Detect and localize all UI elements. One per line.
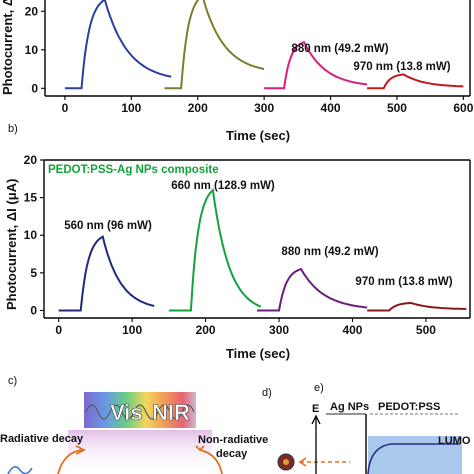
- chart-panel-a: Photocurrent, ΔI (μA) Time (sec) 0 100 200…: [0, 0, 474, 143]
- x-tick-label: 600: [453, 101, 473, 115]
- y-tick-label: 10: [24, 228, 38, 242]
- x-axis-label-a: Time (sec): [226, 128, 290, 143]
- nonradiative-arrow: [199, 449, 223, 474]
- series-line-a-1: [64, 0, 172, 90]
- energy-axis-label: E: [312, 403, 319, 415]
- annotation-970nm-b: 970 nm (13.8 mW): [355, 276, 452, 288]
- series-line-a-3: [264, 40, 368, 90]
- legend-composite: PEDOT:PSS-Ag NPs composite: [48, 164, 219, 176]
- panel-label-b: b): [8, 123, 18, 135]
- y-tick-label: 20: [24, 153, 38, 167]
- nir-label: NIR: [152, 400, 190, 425]
- annotation-970nm-a: 970 nm (13.8 mW): [353, 61, 450, 73]
- nonradiative-arrowhead: [195, 445, 205, 452]
- annotation-660nm: 660 nm (128.9 mW): [171, 180, 275, 192]
- y-tick-label: 0: [31, 81, 38, 95]
- energy-axis-arrowhead: [311, 414, 321, 425]
- nonradiative-label-1: Non-radiative: [198, 434, 268, 446]
- x-tick-label: 400: [342, 323, 362, 337]
- x-tick-label: 0: [55, 323, 62, 337]
- y-tick-label: 15: [24, 191, 38, 205]
- schematic-panel-d: d): [262, 387, 350, 471]
- x-axis-label-b: Time (sec): [226, 346, 290, 361]
- schematic-panel-c: c) Vis NIR Radiative decay Non-radiative…: [0, 375, 268, 474]
- x-tick-label: 200: [188, 101, 208, 115]
- annotation-880nm-a: 880 nm (49.2 mW): [291, 43, 388, 55]
- x-tick-label: 100: [121, 101, 141, 115]
- x-tick-label: 400: [321, 101, 341, 115]
- radiative-arrow: [57, 449, 83, 474]
- pedot-band-fill: [368, 436, 462, 474]
- ag-nps-label: Ag NPs: [330, 401, 369, 413]
- y-axis-label-b: Photocurrent, ΔI (μA): [4, 179, 19, 310]
- x-tick-label: 200: [196, 323, 216, 337]
- annotation-880nm-b: 880 nm (49.2 mW): [281, 246, 378, 258]
- panel-label-e: e): [314, 382, 324, 394]
- series-line-b-1: [58, 235, 155, 312]
- vis-label: Vis: [110, 400, 143, 425]
- x-tick-label: 300: [269, 323, 289, 337]
- y-tick-label: 5: [30, 266, 37, 280]
- emission-wave: [7, 466, 33, 474]
- lumo-label: LUMO: [438, 435, 471, 447]
- x-tick-label: 300: [254, 101, 274, 115]
- x-tick-label: 500: [416, 323, 436, 337]
- nonradiative-label-2: decay: [216, 448, 248, 460]
- chart-panel-b: b) Photocurrent, ΔI (μA) Time (sec) PEDO…: [4, 123, 471, 361]
- annotation-560nm: 560 nm (96 mW): [64, 220, 152, 232]
- y-tick-label: 20: [25, 4, 39, 18]
- radiative-decay-label: Radiative decay: [0, 433, 84, 445]
- series-line-b-4: [367, 302, 467, 312]
- glow-region: [68, 430, 212, 474]
- y-tick-label: 10: [25, 43, 39, 57]
- y-tick-label: 0: [30, 303, 37, 317]
- wave-line: [85, 404, 195, 420]
- y-axis-label-a: Photocurrent, ΔI (μA): [0, 0, 15, 95]
- series-line-a-2: [164, 0, 265, 90]
- x-tick-label: 0: [62, 101, 69, 115]
- schematic-panel-e: e) E Ag NPs PEDOT:PSS LUMO: [311, 382, 471, 474]
- series-line-a-4: [367, 73, 464, 90]
- lumo-curve: [367, 443, 460, 474]
- transfer-arrowhead: [298, 457, 307, 467]
- pedot-label: PEDOT:PSS: [378, 401, 440, 413]
- nanoparticle-core-icon: [283, 459, 289, 465]
- x-tick-label: 100: [122, 323, 142, 337]
- x-tick-label: 500: [387, 101, 407, 115]
- series-line-b-2: [168, 187, 262, 312]
- series-line-b-3: [257, 267, 368, 312]
- radiative-arrowhead: [75, 445, 87, 455]
- spectrum-band: [84, 392, 196, 428]
- panel-label-c: c): [8, 375, 17, 387]
- panel-label-d: d): [262, 387, 272, 399]
